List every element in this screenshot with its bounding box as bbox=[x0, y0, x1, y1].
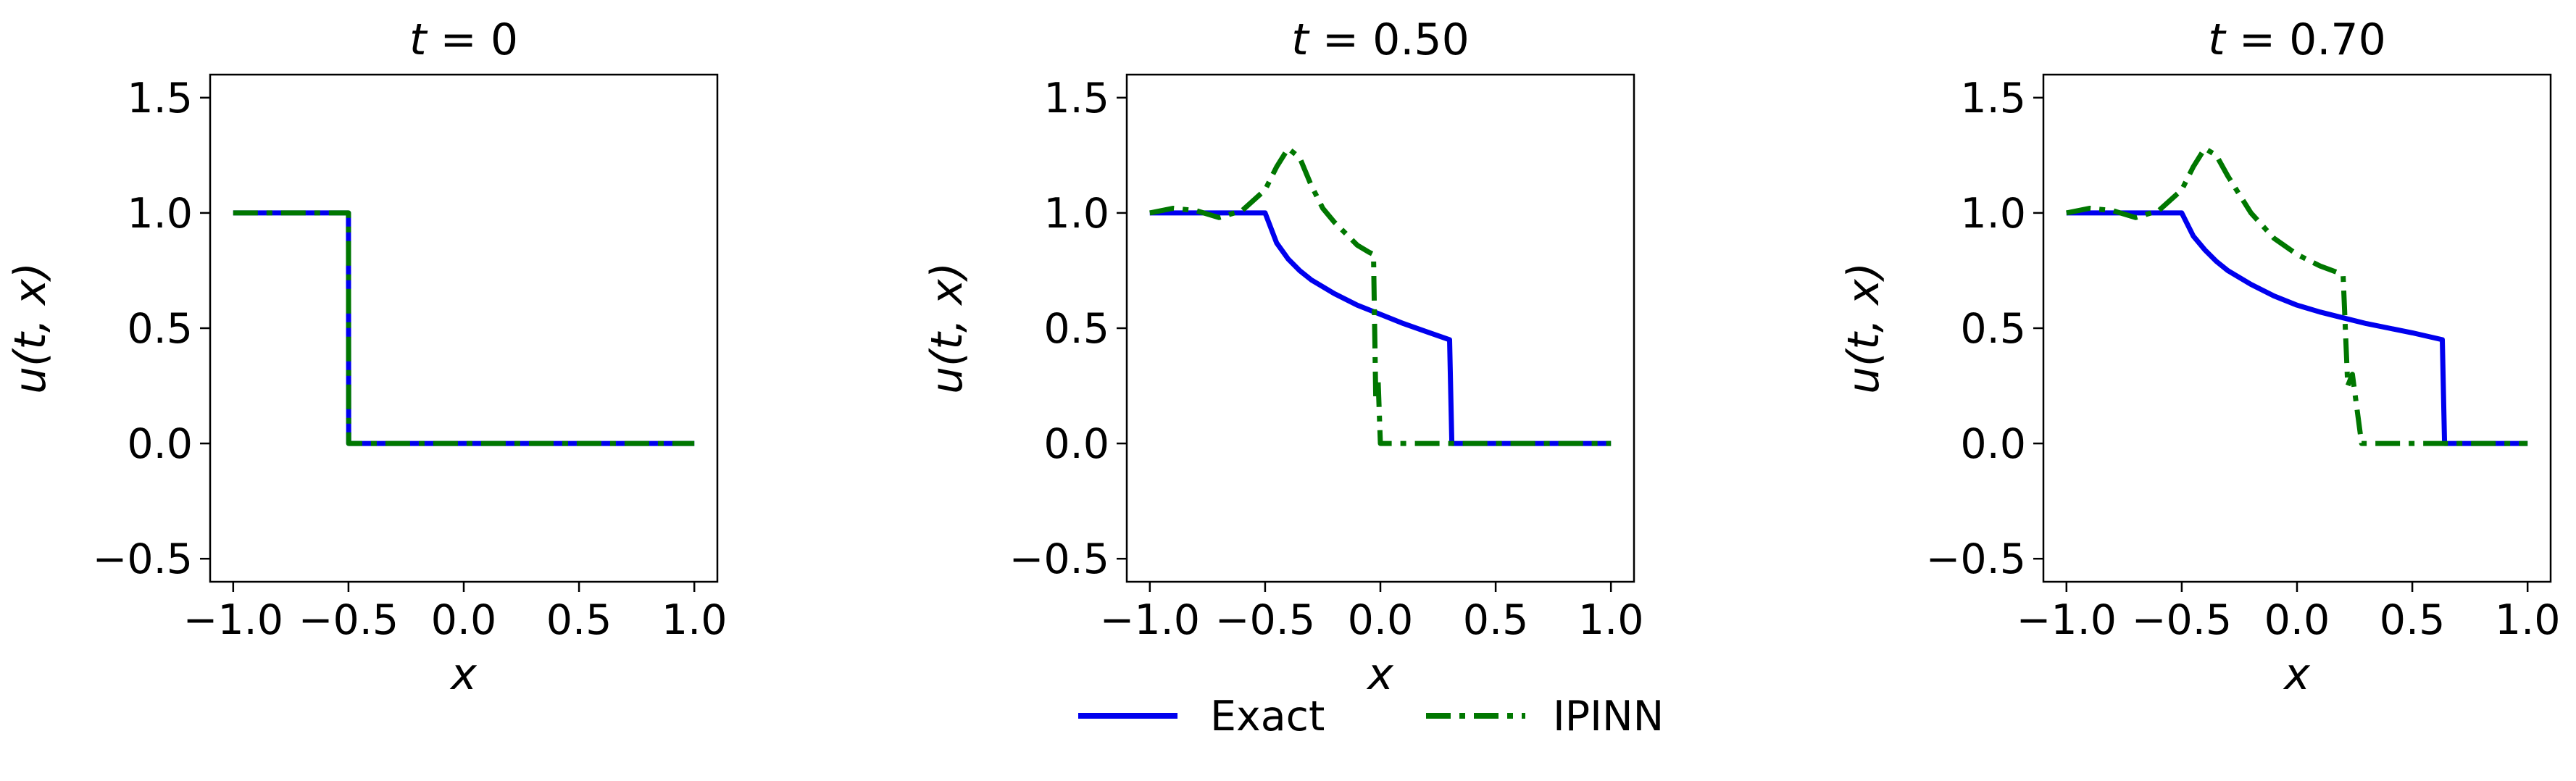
panel-title: t = 0.70 bbox=[2208, 14, 2386, 65]
x-axis-label: x bbox=[2283, 649, 2310, 700]
x-tick-label: 0.0 bbox=[431, 596, 497, 644]
x-tick-label: 1.0 bbox=[1578, 596, 1644, 644]
y-axis-label: u(t, x) bbox=[922, 262, 972, 394]
x-tick-label: −1.0 bbox=[1100, 596, 1200, 644]
x-tick-label: −0.5 bbox=[299, 596, 399, 644]
y-tick-label: 1.5 bbox=[127, 75, 193, 122]
panel-title: t = 0 bbox=[409, 14, 518, 65]
y-axis-label: u(t, x) bbox=[1838, 262, 1889, 394]
plot-frame bbox=[1125, 73, 1635, 583]
x-tick-label: 0.5 bbox=[2380, 596, 2446, 644]
y-tick-label: 0.5 bbox=[1043, 305, 1109, 353]
x-tick-label: −1.0 bbox=[2017, 596, 2117, 644]
panel-2: −1.0 −0.5 0.0 0.5 1.0 −0.5 0.0 0.5 1.0 1.5 x u(t, x… bbox=[922, 14, 1644, 700]
y-tick-label: 1.0 bbox=[1960, 190, 2026, 238]
legend: Exact IPINN bbox=[1078, 693, 1664, 740]
x-axis-label: x bbox=[1366, 649, 1393, 700]
y-tick-label: 1.5 bbox=[1043, 75, 1109, 122]
x-tick-label: 0.0 bbox=[1348, 596, 1414, 644]
y-tick-label: 0.0 bbox=[1043, 420, 1109, 468]
plot-frame bbox=[2042, 73, 2552, 583]
panel-3: −1.0 −0.5 0.0 0.5 1.0 −0.5 0.0 0.5 1.0 1.5 x u(t, x… bbox=[1838, 14, 2561, 700]
panel-title: t = 0.50 bbox=[1291, 14, 1470, 65]
panel-1: −1.0 −0.5 0.0 0.5 1.0 −0.5 0.0 0.5 1.0 1.5 x u(t, x… bbox=[5, 14, 728, 700]
x-axis-label: x bbox=[449, 649, 477, 700]
legend-label-exact: Exact bbox=[1210, 693, 1325, 740]
y-tick-label: −0.5 bbox=[1926, 535, 2026, 583]
x-tick-label: 1.0 bbox=[662, 596, 728, 644]
series-line-ipinn bbox=[233, 210, 695, 446]
x-tick-label: −1.0 bbox=[183, 596, 283, 644]
plot-frame bbox=[209, 73, 719, 583]
y-tick-label: 0.5 bbox=[127, 305, 193, 353]
y-tick-label: 1.0 bbox=[1043, 190, 1109, 238]
y-tick-label: −0.5 bbox=[1009, 535, 1109, 583]
panels: −1.0 −0.5 0.0 0.5 1.0 −0.5 0.0 0.5 1.0 1.5 x u(t, x… bbox=[5, 14, 2561, 700]
x-tick-label: 0.0 bbox=[2264, 596, 2330, 644]
x-tick-label: 0.5 bbox=[546, 596, 612, 644]
series-line-exact bbox=[2066, 210, 2528, 446]
y-tick-label: 0.5 bbox=[1960, 305, 2026, 353]
x-tick-label: −0.5 bbox=[1215, 596, 1315, 644]
series-line-ipinn bbox=[1149, 146, 1612, 446]
y-tick-label: 0.0 bbox=[1960, 420, 2026, 468]
x-tick-label: 0.5 bbox=[1463, 596, 1529, 644]
series-line-ipinn bbox=[2066, 146, 2528, 446]
x-tick-label: −0.5 bbox=[2132, 596, 2232, 644]
y-tick-label: −0.5 bbox=[93, 535, 193, 583]
y-axis-label: u(t, x) bbox=[5, 262, 56, 394]
legend-label-ipinn: IPINN bbox=[1553, 693, 1664, 740]
y-tick-label: 1.5 bbox=[1960, 75, 2026, 122]
y-tick-label: 1.0 bbox=[127, 190, 193, 238]
series-line-exact bbox=[1149, 210, 1612, 446]
x-tick-label: 1.0 bbox=[2495, 596, 2561, 644]
series-line-exact bbox=[233, 210, 695, 446]
y-tick-label: 0.0 bbox=[127, 420, 193, 468]
